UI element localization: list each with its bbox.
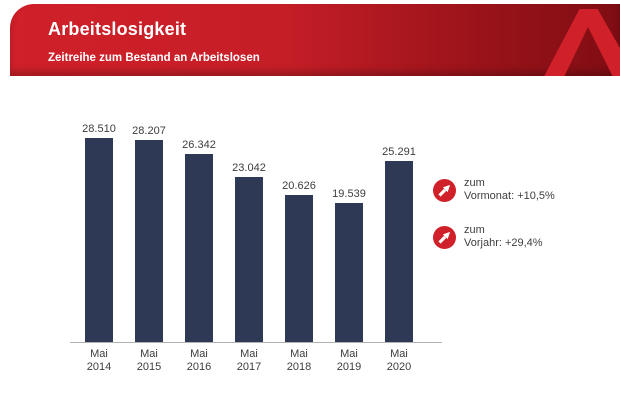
bar-series: 28.510 28.207 26.342 23.042 20.626 19.539 25.2… [74, 120, 424, 343]
bar-column: 20.626 [274, 120, 324, 343]
bar-value-label: 19.539 [332, 187, 366, 200]
bar [285, 194, 313, 343]
bar-column: 28.207 [124, 120, 174, 343]
bar [185, 153, 213, 343]
x-axis-tick-label: Mai 2015 [136, 348, 162, 373]
bar [235, 177, 263, 343]
bar [335, 202, 363, 343]
trend-arrow-up-right-icon [433, 225, 456, 249]
bar-column: 23.042 [224, 120, 274, 343]
trend-annotations: zum Vormonat: +10,5% zum Vorjahr: +29,4% [433, 177, 555, 250]
bar-value-label: 28.207 [132, 125, 166, 138]
bar-value-label: 20.626 [282, 179, 316, 192]
x-axis-tick-label: Mai 2019 [336, 348, 362, 373]
x-axis-tick-label: Mai 2020 [386, 348, 412, 373]
x-axis-tick-label: Mai 2016 [186, 348, 212, 373]
bar-value-label: 28.510 [82, 123, 116, 135]
trend-arrow-up-right-icon [433, 178, 456, 202]
bar-column: 26.342 [174, 120, 224, 343]
bar [135, 140, 163, 343]
bar-value-label: 25.291 [382, 146, 416, 159]
header-banner: Arbeitslosigkeit Zeitreihe zum Bestand a… [10, 4, 620, 76]
page-title: Arbeitslosigkeit [48, 19, 187, 39]
bar-value-label: 26.342 [182, 138, 216, 151]
page-subtitle: Zeitreihe zum Bestand an Arbeitslosen [48, 52, 260, 64]
x-axis-line [70, 342, 442, 343]
bar-column: 28.510 [74, 120, 124, 343]
annotation-vormonat: zum Vormonat: +10,5% [433, 177, 555, 203]
x-axis-tick-labels: Mai 2014 Mai 2015 Mai 2016 Mai 2017 Mai 2018 Mai 20… [74, 348, 424, 374]
bar [385, 161, 413, 343]
bar [85, 138, 113, 343]
x-axis-tick-label: Mai 2017 [236, 348, 262, 373]
x-axis-tick-label: Mai 2014 [86, 348, 112, 373]
annotation-text: zum Vorjahr: +29,4% [464, 224, 543, 250]
annotation-line2: Vorjahr: +29,4% [464, 237, 543, 249]
annotation-vorjahr: zum Vorjahr: +29,4% [433, 224, 555, 250]
bar-column: 25.291 [374, 120, 424, 343]
annotation-line2: Vormonat: +10,5% [464, 190, 555, 202]
x-axis-tick-label: Mai 2018 [286, 348, 312, 373]
annotation-line1: zum [464, 177, 485, 189]
bundesagentur-fuer-arbeit-logo-icon [544, 9, 620, 76]
annotation-text: zum Vormonat: +10,5% [464, 177, 555, 203]
bar-value-label: 23.042 [232, 162, 266, 175]
bar-column: 19.539 [324, 120, 374, 343]
annotation-line1: zum [464, 224, 485, 236]
